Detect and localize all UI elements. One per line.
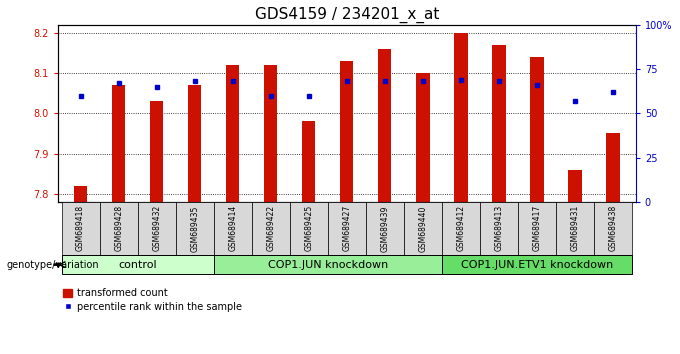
- Bar: [62, 202, 100, 255]
- Bar: [442, 202, 480, 255]
- Text: GSM689425: GSM689425: [304, 205, 313, 251]
- Bar: [480, 202, 518, 255]
- Bar: [214, 255, 442, 274]
- Bar: [366, 202, 404, 255]
- Bar: [100, 202, 137, 255]
- Bar: [530, 57, 543, 202]
- Bar: [62, 255, 214, 274]
- Bar: [290, 202, 328, 255]
- Text: GSM689428: GSM689428: [114, 205, 123, 251]
- Bar: [518, 202, 556, 255]
- Bar: [112, 85, 125, 202]
- Bar: [150, 101, 163, 202]
- Bar: [378, 49, 392, 202]
- Text: GSM689417: GSM689417: [532, 205, 541, 251]
- Text: GSM689413: GSM689413: [494, 205, 503, 251]
- Text: GSM689414: GSM689414: [228, 205, 237, 251]
- Text: GSM689435: GSM689435: [190, 205, 199, 252]
- Bar: [252, 202, 290, 255]
- Text: GSM689439: GSM689439: [380, 205, 390, 252]
- Text: GSM689431: GSM689431: [571, 205, 579, 251]
- Bar: [340, 61, 354, 202]
- Text: genotype/variation: genotype/variation: [7, 259, 99, 270]
- Bar: [568, 170, 581, 202]
- Bar: [594, 202, 632, 255]
- Bar: [264, 65, 277, 202]
- Text: GSM689422: GSM689422: [267, 205, 275, 251]
- Bar: [137, 202, 175, 255]
- Bar: [454, 33, 468, 202]
- Bar: [188, 85, 201, 202]
- Bar: [492, 45, 505, 202]
- Bar: [607, 133, 619, 202]
- Text: COP1.JUN knockdown: COP1.JUN knockdown: [268, 259, 388, 270]
- Title: GDS4159 / 234201_x_at: GDS4159 / 234201_x_at: [254, 7, 439, 23]
- Legend: transformed count, percentile rank within the sample: transformed count, percentile rank withi…: [63, 288, 242, 312]
- Text: GSM689427: GSM689427: [342, 205, 352, 251]
- Text: control: control: [118, 259, 157, 270]
- Text: GSM689438: GSM689438: [609, 205, 617, 251]
- Bar: [442, 255, 632, 274]
- Text: GSM689412: GSM689412: [456, 205, 465, 251]
- Bar: [416, 73, 430, 202]
- Text: COP1.JUN.ETV1 knockdown: COP1.JUN.ETV1 knockdown: [461, 259, 613, 270]
- Text: GSM689418: GSM689418: [76, 205, 85, 251]
- Bar: [404, 202, 442, 255]
- Text: GSM689432: GSM689432: [152, 205, 161, 251]
- Text: GSM689440: GSM689440: [418, 205, 427, 252]
- Bar: [302, 121, 316, 202]
- Bar: [556, 202, 594, 255]
- Bar: [175, 202, 214, 255]
- Bar: [214, 202, 252, 255]
- Bar: [328, 202, 366, 255]
- Bar: [74, 186, 87, 202]
- Bar: [226, 65, 239, 202]
